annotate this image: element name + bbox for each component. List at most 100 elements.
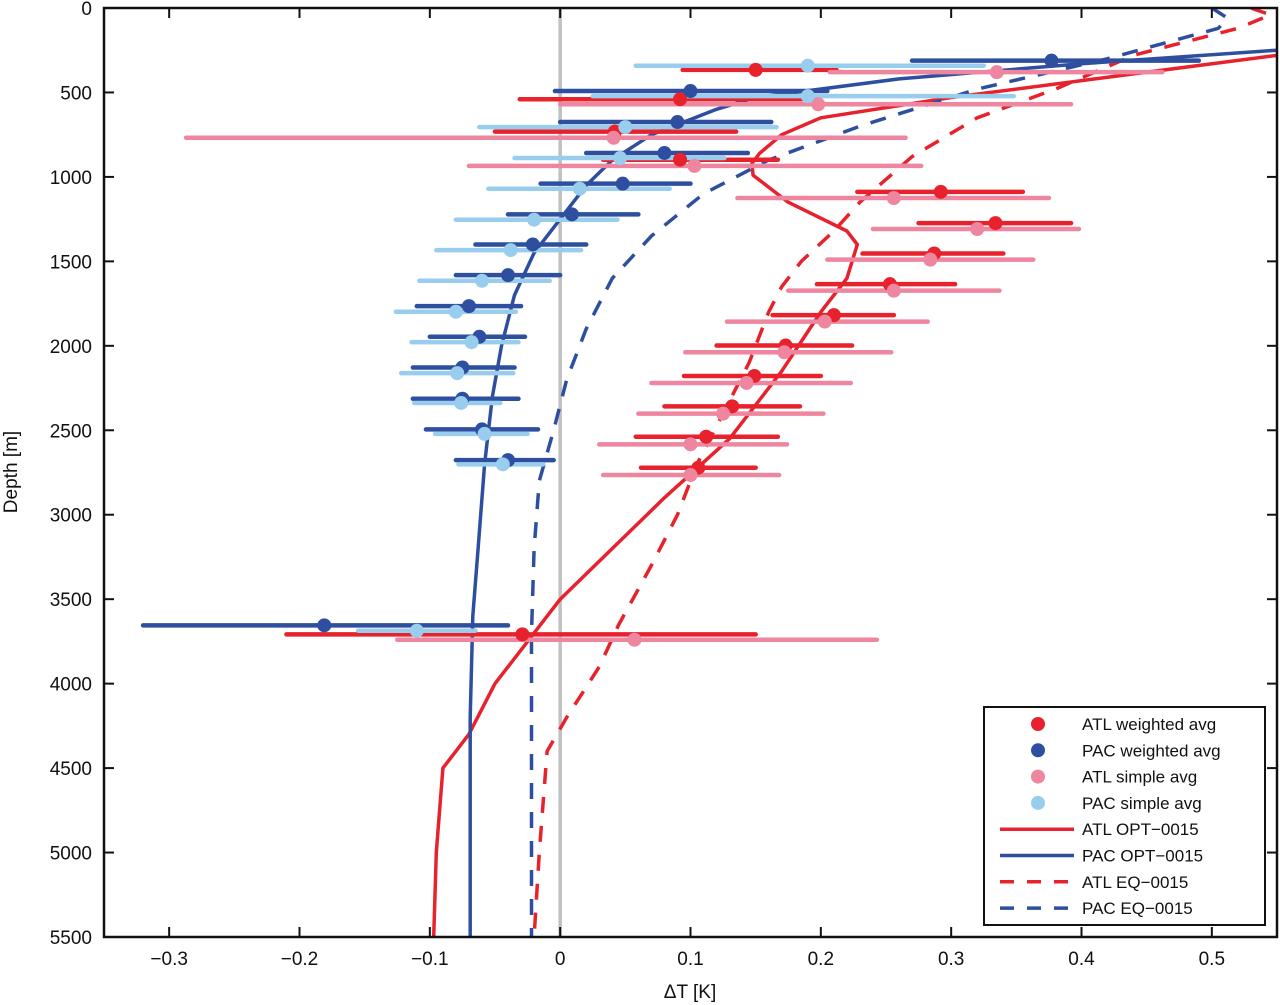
y-tick-label: 5500: [50, 928, 92, 949]
x-tick-label: 0.3: [938, 949, 964, 970]
legend-label: ATL EQ−0015: [1082, 873, 1188, 892]
data-point: [817, 314, 832, 329]
y-tick-label: 5000: [50, 844, 92, 865]
y-axis-title: Depth [m]: [1, 431, 22, 513]
data-point: [716, 406, 731, 421]
data-point: [461, 299, 476, 314]
data-point: [564, 207, 579, 222]
data-point: [606, 130, 621, 145]
legend-item-pac-simple-avg: PAC simple avg: [1031, 794, 1202, 813]
x-tick-label: −0.2: [281, 949, 319, 970]
x-tick-label: 0: [555, 949, 566, 970]
x-axis-title: ΔT [K]: [664, 982, 716, 1003]
data-point: [970, 221, 985, 236]
y-axis: 0 500 1000 1500 2000 2500 3000 3500 4000 4500 5000…: [50, 0, 1277, 949]
data-point: [525, 237, 540, 252]
data-point: [501, 268, 516, 283]
y-tick-label: 2000: [50, 337, 92, 358]
data-point: [673, 152, 688, 167]
legend-item-atl-opt-0015: ATL OPT−0015: [1000, 820, 1199, 839]
legend-label: ATL OPT−0015: [1082, 820, 1199, 839]
atl-eq-0015-curve: [532, 8, 1273, 937]
data-point: [923, 252, 938, 267]
data-point: [811, 97, 826, 112]
data-point: [409, 623, 424, 638]
data-point: [450, 366, 465, 381]
data-point: [777, 345, 792, 360]
x-axis: −0.3 −0.2 −0.1 0 0.1 0.2 0.3 0.4 0.5: [150, 8, 1225, 970]
legend-marker: [1031, 717, 1045, 731]
data-point: [448, 304, 463, 319]
data-point: [800, 89, 815, 104]
data-point: [572, 181, 587, 196]
y-tick-label: 3500: [50, 590, 92, 611]
pac-simple-avg-series: [355, 63, 1016, 633]
data-point: [933, 184, 948, 199]
data-point: [989, 65, 1004, 80]
data-point: [699, 429, 714, 444]
data-point: [886, 283, 901, 298]
data-point: [618, 120, 633, 135]
data-point: [673, 92, 688, 107]
pac-simple-avg-markers: [409, 58, 815, 638]
x-tick-label: 0.5: [1199, 949, 1225, 970]
y-tick-label: 500: [60, 83, 92, 104]
legend-item-atl-eq-0015: ATL EQ−0015: [1000, 873, 1188, 892]
data-point: [527, 212, 542, 227]
data-point: [670, 115, 685, 130]
legend-label: PAC OPT−0015: [1082, 847, 1203, 866]
data-point: [657, 145, 672, 160]
legend-item-pac-weighted-avg: PAC weighted avg: [1031, 741, 1221, 760]
y-tick-label: 3000: [50, 506, 92, 527]
data-point: [988, 216, 1003, 231]
atl-simple-avg-markers: [606, 65, 1004, 647]
pac-weighted-avg-series: [140, 58, 1202, 628]
data-point: [800, 58, 815, 73]
x-tick-label: 0.1: [677, 949, 703, 970]
data-point: [515, 627, 530, 642]
data-point: [748, 62, 763, 77]
legend-box: [983, 706, 1266, 926]
data-point: [739, 375, 754, 390]
y-tick-label: 4000: [50, 675, 92, 696]
atl-simple-avg-series: [183, 69, 1165, 642]
atl-opt-0015-curve: [431, 53, 1277, 937]
data-point: [687, 158, 702, 173]
data-point: [317, 618, 332, 633]
x-tick-label: −0.1: [411, 949, 449, 970]
data-point: [613, 151, 628, 166]
legend-marker: [1031, 795, 1045, 810]
x-tick-label: 0.4: [1068, 949, 1095, 970]
data-point: [615, 176, 630, 191]
data-point: [886, 191, 901, 206]
data-point: [683, 437, 698, 452]
x-tick-label: −0.3: [150, 949, 188, 970]
data-point: [464, 335, 479, 350]
data-point: [627, 632, 642, 647]
data-point: [474, 273, 489, 288]
y-tick-label: 0: [81, 0, 92, 20]
legend-label: ATL weighted avg: [1082, 715, 1216, 734]
data-point: [683, 468, 698, 483]
legend-label: ATL simple avg: [1082, 768, 1197, 787]
legend-item-pac-opt-0015: PAC OPT−0015: [1000, 847, 1203, 866]
data-point: [495, 457, 510, 472]
legend-label: PAC simple avg: [1082, 794, 1202, 813]
data-point: [1044, 53, 1059, 68]
data-point: [683, 84, 698, 99]
legend-item-atl-weighted-avg: ATL weighted avg: [1031, 715, 1216, 734]
legend-item-pac-eq-0015: PAC EQ−0015: [1000, 899, 1193, 918]
data-point: [503, 243, 518, 258]
data-points: [140, 53, 1202, 647]
legend: ATL weighted avg PAC weighted avg ATL simp…: [983, 706, 1266, 926]
legend-label: PAC EQ−0015: [1082, 899, 1193, 918]
y-tick-label: 2500: [50, 421, 92, 442]
y-tick-label: 1500: [50, 252, 92, 273]
legend-marker: [1031, 769, 1045, 784]
x-tick-label: 0.2: [808, 949, 834, 970]
legend-item-atl-simple-avg: ATL simple avg: [1031, 768, 1197, 787]
legend-marker: [1031, 743, 1045, 758]
legend-label: PAC weighted avg: [1082, 741, 1221, 760]
data-point: [477, 426, 492, 441]
y-tick-label: 1000: [50, 168, 92, 189]
